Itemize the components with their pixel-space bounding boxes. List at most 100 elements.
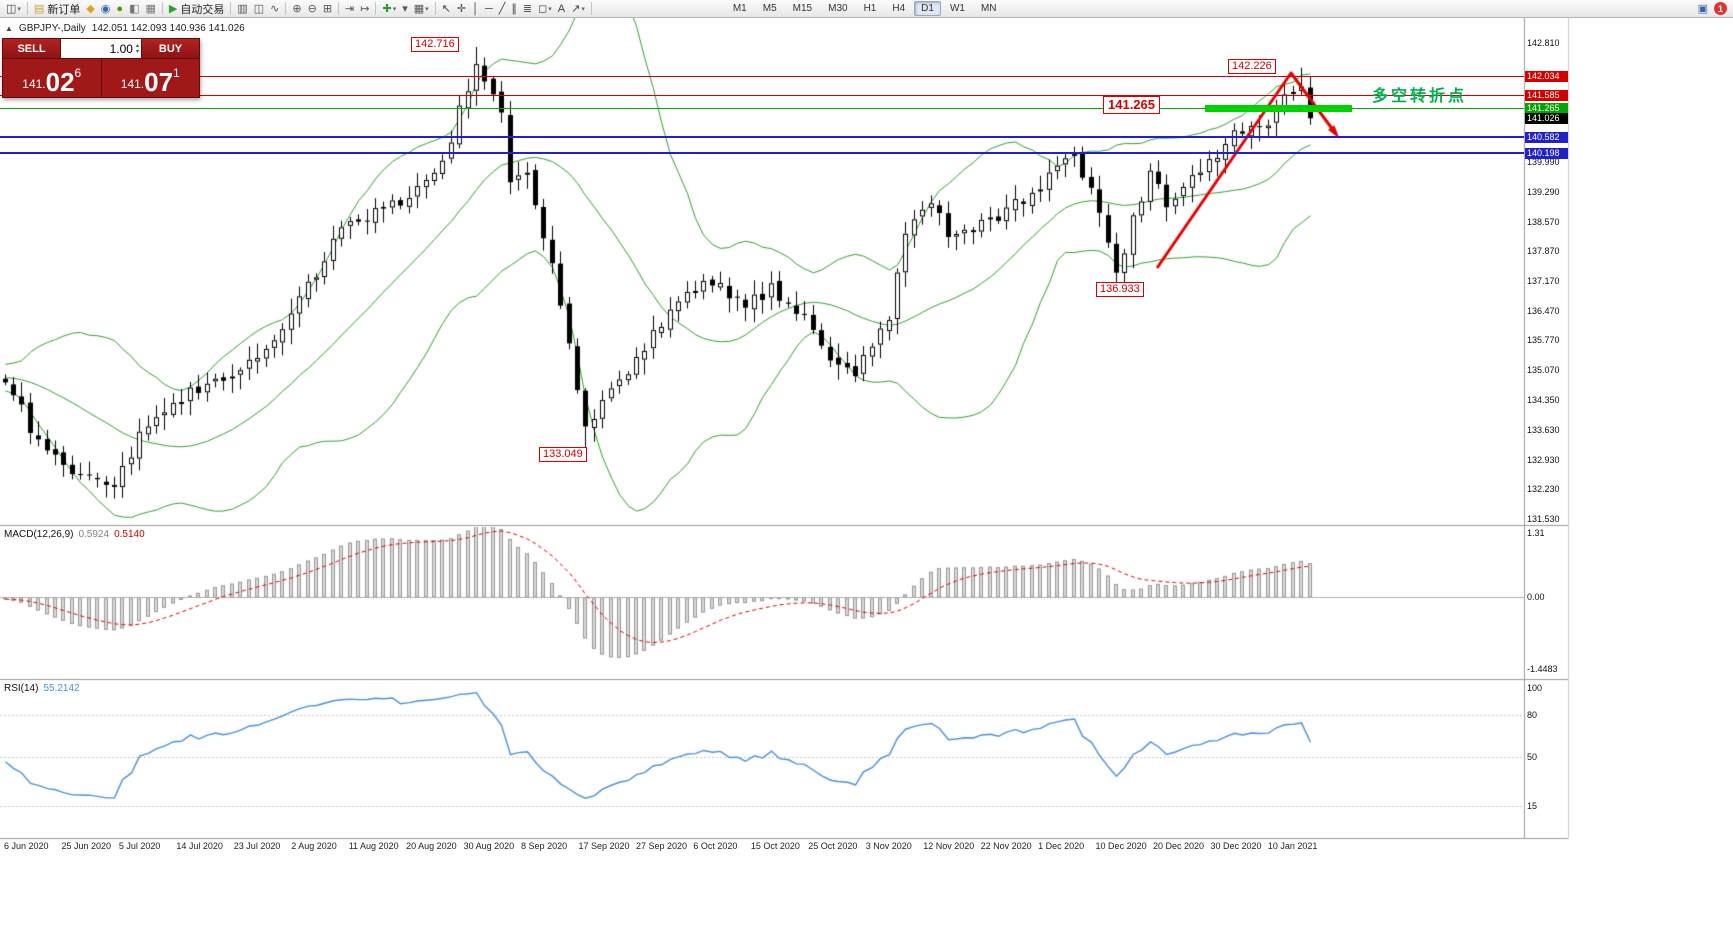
sell-price-fraction: 6 xyxy=(74,66,82,80)
metaeditor-button[interactable]: ◆ xyxy=(84,1,96,17)
trendline-icon: ╱ xyxy=(498,2,506,15)
charts-profile-icon: ◉ xyxy=(100,2,111,15)
toolbar-separator xyxy=(375,2,377,15)
fibonacci-button[interactable]: ≣ xyxy=(521,1,534,17)
charts-profile-button[interactable]: ◉ xyxy=(99,1,113,17)
toolbar-separator xyxy=(285,2,287,15)
chart-shift-icon: ↦ xyxy=(360,2,370,15)
dropdown-arrow-icon: ▾ xyxy=(392,5,397,13)
arrows-button[interactable]: ↗ ▾ xyxy=(569,1,587,17)
timeframe-m30-button[interactable]: M30 xyxy=(828,3,848,14)
toolbar-separator xyxy=(590,2,592,15)
timeframe-m1-button[interactable]: M1 xyxy=(732,3,747,14)
buy-price-display[interactable]: 141. 07 1 xyxy=(100,59,200,97)
timeframe-w1-button[interactable]: W1 xyxy=(949,3,965,14)
new-chart-button[interactable]: ◫ ▾ xyxy=(4,1,23,17)
line-chart-button[interactable]: ∿ xyxy=(268,1,281,17)
terminal-icon: ▦ xyxy=(145,2,156,15)
buy-button[interactable]: BUY xyxy=(142,39,199,58)
market-watch-button[interactable]: ● xyxy=(114,1,125,17)
indicators-button[interactable]: ✚ ▾ xyxy=(380,1,398,17)
vertical-line-button[interactable]: │ xyxy=(470,1,481,17)
auto-scroll-icon: ⇥ xyxy=(345,2,355,15)
autotrading-button[interactable]: ▶ 自动交易 xyxy=(167,1,226,17)
macd-signal-value: 0.5140 xyxy=(114,529,145,540)
dropdown-arrow-icon: ▾ xyxy=(17,5,21,13)
chart-title: ▲ GBPJPY-,Daily 142.051 142.093 140.936 … xyxy=(5,23,245,34)
horizontal-line-button[interactable]: ─ xyxy=(483,1,495,17)
new-chart-icon: ◫ xyxy=(6,2,17,15)
dropdown-arrow-icon: ▾ xyxy=(425,5,429,13)
crosshair-icon: ✛ xyxy=(456,2,467,15)
sell-price-display[interactable]: 141. 02 6 xyxy=(3,59,101,97)
templates-button[interactable]: ▦ ▾ xyxy=(412,1,431,17)
arrows-icon: ↗ xyxy=(571,2,581,15)
terminal-button[interactable]: ▦ xyxy=(143,1,157,17)
auto-scroll-button[interactable]: ⇥ xyxy=(343,1,356,17)
autotrading-icon: ▶ xyxy=(168,2,178,15)
cursor-icon: ↖ xyxy=(441,2,451,15)
new-order-button[interactable]: ▤ 新订单 xyxy=(32,1,82,17)
rsi-value: 55.2142 xyxy=(43,683,80,694)
vertical-line-icon: │ xyxy=(472,2,479,15)
toolbar-separator xyxy=(338,2,340,15)
zoom-in-button[interactable]: ⊕ xyxy=(290,1,303,17)
trendline-button[interactable]: ╱ xyxy=(497,1,508,17)
bar-chart-button[interactable]: ▥ xyxy=(235,1,249,17)
trade-panel-controls: SELL 1.00 ▴ ▾ BUY xyxy=(3,39,199,59)
equidistant-channel-button[interactable]: ∥ xyxy=(509,1,519,17)
toolbar-separator xyxy=(161,2,163,15)
volume-input[interactable]: 1.00 ▴ ▾ xyxy=(60,39,142,58)
buy-price-prefix: 141. xyxy=(120,77,145,91)
one-click-collapse-icon[interactable]: ▲ xyxy=(5,24,13,33)
navigator-button[interactable]: ◧ xyxy=(127,1,141,17)
toolbar-separator xyxy=(434,2,436,15)
horizontal-line-icon: ─ xyxy=(484,2,493,15)
community-button[interactable]: ▣ xyxy=(1697,3,1708,15)
timeframe-m15-button[interactable]: M15 xyxy=(792,3,813,14)
periods-button[interactable]: ▾ xyxy=(400,1,410,17)
tile-windows-icon: ⊞ xyxy=(322,2,333,15)
timeframe-m5-button[interactable]: M5 xyxy=(762,3,777,14)
market-watch-icon: ● xyxy=(116,2,124,15)
toolbar-separator xyxy=(26,2,28,15)
navigator-icon: ◧ xyxy=(129,2,140,15)
timeframe-h4-button[interactable]: H4 xyxy=(892,3,906,14)
volume-down-icon[interactable]: ▾ xyxy=(135,48,139,55)
indicators-icon: ✚ xyxy=(382,2,392,15)
crosshair-button[interactable]: ✛ xyxy=(455,1,468,17)
main-toolbar: ◫ ▾ ▤ 新订单 ◆ ◉ ● ◧ ▦ ▶ 自动交易 ▥ ◫ ∿ ⊕ ⊖ ⊞ ⇥ ↦ ✚ ▾ ▾ ▦ ▾ ↖ ✛ │ ─ ╱ ∥ ≣ ◻ ▾ A ↗… xyxy=(0,0,1733,18)
cursor-button[interactable]: ↖ xyxy=(440,1,453,17)
shapes-icon: ◻ xyxy=(538,2,548,15)
chart-shift-button[interactable]: ↦ xyxy=(358,1,371,17)
timeframe-h1-button[interactable]: H1 xyxy=(863,3,877,14)
tile-windows-button[interactable]: ⊞ xyxy=(321,1,334,17)
timeframe-mn-button[interactable]: MN xyxy=(980,3,997,14)
candlestick-chart-button[interactable]: ◫ xyxy=(252,1,266,17)
macd-main-value: 0.5924 xyxy=(78,529,110,540)
sell-button[interactable]: SELL xyxy=(3,39,60,58)
text-button[interactable]: A xyxy=(556,1,567,17)
chart-symbol-period: GBPJPY-,Daily xyxy=(18,23,86,34)
line-chart-icon: ∿ xyxy=(270,2,280,15)
shapes-button[interactable]: ◻ ▾ xyxy=(536,1,554,17)
fibonacci-icon: ≣ xyxy=(522,2,533,15)
macd-name: MACD(12,26,9) xyxy=(4,529,74,540)
dropdown-arrow-icon: ▾ xyxy=(581,5,585,13)
macd-indicator-label: MACD(12,26,9) 0.5924 0.5140 xyxy=(4,529,145,540)
candlestick-chart-icon: ◫ xyxy=(253,2,265,15)
timeframe-d1-button[interactable]: D1 xyxy=(914,1,941,16)
autotrading-button-label: 自动交易 xyxy=(180,3,225,16)
notifications-badge[interactable]: 1 xyxy=(1714,2,1727,15)
new-order-button-label: 新订单 xyxy=(47,3,81,16)
toolbar-separator xyxy=(230,2,232,15)
zoom-out-button[interactable]: ⊖ xyxy=(306,1,319,17)
sell-price-prefix: 141. xyxy=(22,77,46,91)
volume-up-icon[interactable]: ▴ xyxy=(135,42,139,49)
rsi-indicator-label: RSI(14) 55.2142 xyxy=(4,683,80,694)
chart-ohlc-values: 142.051 142.093 140.936 141.026 xyxy=(91,23,245,34)
zoom-in-icon: ⊕ xyxy=(292,2,302,15)
volume-value[interactable]: 1.00 xyxy=(109,41,133,56)
